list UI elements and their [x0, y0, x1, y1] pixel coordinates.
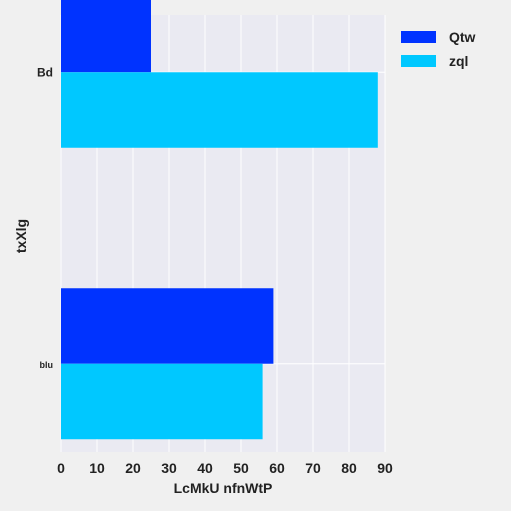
legend-swatch-qtw [401, 31, 436, 43]
x-tick-label: 0 [57, 460, 65, 476]
y-tick-labels: Bd blu [37, 65, 53, 370]
x-axis-label: LcMkU nfnWtP [174, 480, 273, 496]
legend-label-qtw: Qtw [449, 29, 476, 45]
x-tick-label: 50 [233, 460, 249, 476]
y-tick-label: Bd [37, 65, 53, 79]
x-tick-label: 80 [341, 460, 357, 476]
bar-Qtw-Bd [61, 0, 151, 73]
bar-zql-Bd [61, 72, 378, 148]
x-tick-labels: 0 10 20 30 40 50 60 70 80 90 [57, 460, 393, 476]
legend-label-zql: zql [449, 53, 468, 69]
x-tick-label: 20 [125, 460, 141, 476]
x-tick-label: 40 [197, 460, 213, 476]
y-axis-label: txXlg [13, 219, 29, 253]
bars [61, 0, 378, 440]
x-tick-label: 10 [89, 460, 105, 476]
bar-Qtw-blu [61, 288, 274, 364]
x-tick-label: 70 [305, 460, 321, 476]
x-tick-label: 60 [269, 460, 285, 476]
x-tick-label: 90 [377, 460, 393, 476]
x-tick-label: 30 [161, 460, 177, 476]
bar-zql-blu [61, 363, 263, 440]
legend: Qtw zql [401, 29, 476, 69]
legend-swatch-zql [401, 55, 436, 67]
y-tick-label: blu [40, 360, 54, 370]
